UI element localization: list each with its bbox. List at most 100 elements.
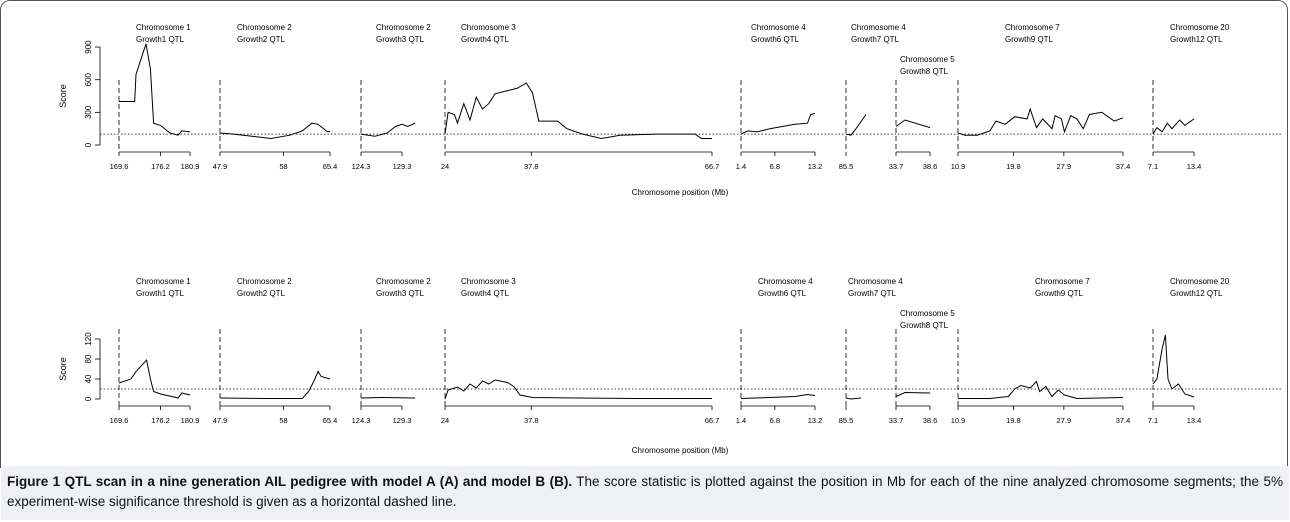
- score-line: [740, 393, 816, 399]
- x-tick-label: 180.9: [181, 416, 200, 425]
- caption-title: Figure 1 QTL scan in a nine generation A…: [7, 474, 573, 489]
- segment-chromosome: Chromosome 3: [461, 23, 516, 32]
- x-tick-label: 24: [441, 162, 449, 171]
- x-tick-label: 6.8: [770, 162, 780, 171]
- segment-qtl: Growth3 QTL: [376, 289, 425, 298]
- score-line: [444, 379, 712, 400]
- x-tick-label: 13.4: [1187, 162, 1202, 171]
- segment-qtl: Growth1 QTL: [136, 35, 185, 44]
- x-tick-label: 38.6: [923, 416, 938, 425]
- x-tick-label: 7.1: [1148, 416, 1158, 425]
- x-tick-label: 58: [279, 162, 287, 171]
- y-tick-label: 80: [84, 354, 93, 363]
- x-tick-label: 27.9: [1057, 162, 1072, 171]
- score-line: [957, 107, 1124, 136]
- score-line: [219, 122, 331, 140]
- score-line: [740, 112, 816, 135]
- score-line: [219, 370, 331, 399]
- segment-qtl: Growth2 QTL: [237, 289, 286, 298]
- x-tick-label: 33.7: [889, 416, 904, 425]
- x-tick-label: 129.3: [393, 162, 412, 171]
- segment-chromosome: Chromosome 5: [900, 55, 955, 64]
- x-tick-label: 38.6: [923, 162, 938, 171]
- x-tick-label: 124.3: [352, 416, 371, 425]
- x-tick-label: 7.1: [1148, 162, 1158, 171]
- segment-qtl: Growth6 QTL: [751, 35, 800, 44]
- score-line: [845, 397, 862, 400]
- segment-qtl: Growth9 QTL: [1005, 35, 1054, 44]
- segment-chromosome: Chromosome 2: [376, 23, 431, 32]
- x-axis-label: Chromosome position (Mb): [632, 188, 729, 197]
- segment-qtl: Growth12 QTL: [1170, 289, 1223, 298]
- segment-qtl: Growth12 QTL: [1170, 35, 1223, 44]
- x-tick-label: 13.4: [1187, 416, 1202, 425]
- segment-chromosome: Chromosome 7: [1035, 277, 1090, 286]
- x-tick-label: 24: [441, 416, 449, 425]
- x-tick-label: 19.8: [1006, 416, 1021, 425]
- segment-qtl: Growth8 QTL: [900, 321, 949, 330]
- score-line: [360, 396, 416, 399]
- x-tick-label: 129.3: [393, 416, 412, 425]
- y-tick-label: 600: [84, 72, 93, 86]
- caption: Figure 1 QTL scan in a nine generation A…: [1, 466, 1289, 520]
- x-tick-label: 37.8: [524, 162, 539, 171]
- y-tick-label: 0: [84, 142, 93, 147]
- x-tick-label: 10.9: [951, 162, 966, 171]
- segment-chromosome: Chromosome 4: [751, 23, 806, 32]
- segment-qtl: Growth3 QTL: [376, 35, 425, 44]
- x-tick-label: 19.8: [1006, 162, 1021, 171]
- score-line: [119, 43, 191, 136]
- segment-chromosome: Chromosome 4: [848, 277, 903, 286]
- segment-chromosome: Chromosome 2: [376, 277, 431, 286]
- x-tick-label: 169.6: [110, 162, 129, 171]
- caption-text: The score statistic is plotted against t…: [7, 474, 1283, 509]
- x-tick-label: 85.5: [839, 416, 854, 425]
- score-line: [895, 119, 931, 129]
- x-tick-label: 176.2: [151, 416, 170, 425]
- x-tick-label: 1.4: [736, 162, 746, 171]
- y-tick-label: 300: [84, 105, 93, 119]
- figure-frame: [0, 0, 1288, 468]
- y-tick-label: 900: [84, 40, 93, 54]
- x-tick-label: 180.9: [181, 162, 200, 171]
- score-line: [444, 82, 712, 140]
- x-tick-label: 66.7: [705, 416, 720, 425]
- score-line: [1152, 118, 1195, 135]
- segment-chromosome: Chromosome 1: [136, 277, 191, 286]
- x-tick-label: 124.3: [352, 162, 371, 171]
- score-line: [360, 122, 416, 137]
- score-line: [118, 358, 191, 399]
- segment-chromosome: Chromosome 4: [851, 23, 906, 32]
- y-tick-label: 40: [84, 374, 93, 383]
- score-line: [845, 114, 867, 136]
- segment-qtl: Growth1 QTL: [136, 289, 185, 298]
- x-tick-label: 37.4: [1116, 162, 1131, 171]
- segment-qtl: Growth2 QTL: [237, 35, 286, 44]
- x-tick-label: 1.4: [736, 416, 746, 425]
- x-tick-label: 6.8: [770, 416, 780, 425]
- y-tick-label: 120: [84, 332, 93, 346]
- score-line: [895, 391, 931, 397]
- x-tick-label: 37.8: [524, 416, 539, 425]
- x-tick-label: 176.2: [151, 162, 170, 171]
- segment-qtl: Growth4 QTL: [461, 35, 510, 44]
- x-tick-label: 37.4: [1116, 416, 1131, 425]
- segment-qtl: Growth4 QTL: [461, 289, 510, 298]
- x-tick-label: 33.7: [889, 162, 904, 171]
- segment-qtl: Growth6 QTL: [758, 289, 807, 298]
- segment-qtl: Growth7 QTL: [851, 35, 900, 44]
- segment-chromosome: Chromosome 2: [237, 277, 292, 286]
- x-tick-label: 47.9: [213, 162, 228, 171]
- segment-chromosome: Chromosome 20: [1170, 277, 1230, 286]
- segment-qtl: Growth7 QTL: [848, 289, 897, 298]
- segment-chromosome: Chromosome 2: [237, 23, 292, 32]
- segment-chromosome: Chromosome 4: [758, 277, 813, 286]
- x-tick-label: 47.9: [213, 416, 228, 425]
- x-tick-label: 65.4: [323, 416, 338, 425]
- segment-chromosome: Chromosome 7: [1005, 23, 1060, 32]
- segment-chromosome: Chromosome 3: [461, 277, 516, 286]
- y-axis-label: Score: [58, 357, 68, 381]
- y-axis-label: Score: [58, 84, 68, 108]
- segment-qtl: Growth9 QTL: [1035, 289, 1084, 298]
- segment-chromosome: Chromosome 20: [1170, 23, 1230, 32]
